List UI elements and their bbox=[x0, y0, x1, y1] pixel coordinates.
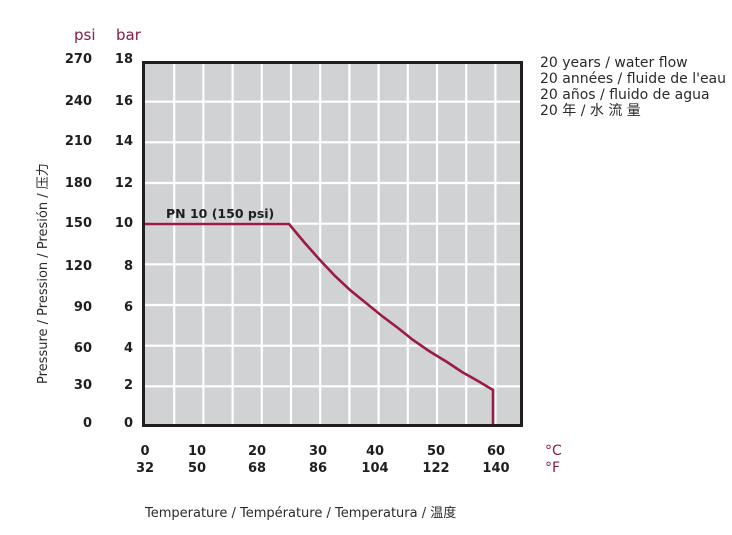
y-tick-psi: 90 bbox=[73, 300, 92, 315]
y-tick-psi: 180 bbox=[64, 176, 92, 191]
x-tick-fahrenheit: 104 bbox=[361, 461, 389, 476]
x-tick: 60 140 bbox=[476, 443, 516, 477]
celsius-unit-label: °C bbox=[545, 443, 562, 459]
y-tick-bar: 0 bbox=[123, 416, 133, 431]
x-tick: 10 50 bbox=[177, 443, 217, 477]
y-tick-psi: 150 bbox=[64, 216, 92, 231]
y-tick-bar: 4 bbox=[123, 341, 133, 356]
y-tick-psi: 30 bbox=[73, 378, 92, 393]
x-tick-fahrenheit: 68 bbox=[247, 461, 267, 476]
legend-line-zh: 20 年 / 水 流 量 bbox=[540, 103, 641, 119]
legend-line-en: 20 years / water flow bbox=[540, 55, 688, 71]
curve-label: PN 10 (150 psi) bbox=[166, 206, 275, 221]
x-tick: 40 104 bbox=[355, 443, 395, 477]
x-tick-celsius: 50 bbox=[426, 444, 446, 459]
legend-line-es: 20 años / fluido de agua bbox=[540, 87, 710, 103]
x-tick-fahrenheit: 32 bbox=[135, 461, 155, 476]
plot-area bbox=[142, 61, 523, 427]
y-tick-bar: 16 bbox=[114, 94, 133, 109]
y-tick-psi: 270 bbox=[64, 52, 92, 67]
x-tick-celsius: 20 bbox=[247, 444, 267, 459]
x-tick-fahrenheit: 122 bbox=[422, 461, 450, 476]
x-tick: 50 122 bbox=[416, 443, 456, 477]
legend-line-fr: 20 années / fluide de l'eau bbox=[540, 71, 727, 87]
x-axis-label: Temperature / Température / Temperatura … bbox=[145, 506, 457, 521]
x-tick: 20 68 bbox=[237, 443, 277, 477]
x-tick-fahrenheit: 50 bbox=[187, 461, 207, 476]
y-tick-bar: 12 bbox=[114, 176, 133, 191]
y-tick-psi: 60 bbox=[73, 341, 92, 356]
legend: 20 years / water flow 20 années / fluide… bbox=[540, 55, 726, 119]
y-tick-psi: 210 bbox=[64, 134, 92, 149]
y-tick-psi: 240 bbox=[64, 94, 92, 109]
x-unit-labels: °C °F bbox=[545, 443, 562, 477]
x-tick-celsius: 30 bbox=[308, 444, 328, 459]
psi-unit-label: psi bbox=[74, 26, 96, 44]
y-tick-bar: 18 bbox=[114, 52, 133, 67]
y-tick-bar: 14 bbox=[114, 134, 133, 149]
y-tick-bar: 6 bbox=[123, 300, 133, 315]
y-tick-bar: 2 bbox=[123, 378, 133, 393]
y-tick-bar: 8 bbox=[123, 259, 133, 274]
gridlines bbox=[142, 61, 523, 427]
x-tick: 30 86 bbox=[298, 443, 338, 477]
x-tick-fahrenheit: 86 bbox=[308, 461, 328, 476]
y-tick-psi: 120 bbox=[64, 259, 92, 274]
x-tick-celsius: 0 bbox=[140, 444, 150, 459]
x-tick-celsius: 60 bbox=[486, 444, 506, 459]
fahrenheit-unit-label: °F bbox=[545, 460, 561, 476]
y-tick-psi: 0 bbox=[82, 416, 92, 431]
plot-background bbox=[142, 61, 523, 427]
x-tick-fahrenheit: 140 bbox=[482, 461, 510, 476]
plot-frame bbox=[142, 61, 523, 427]
x-tick: 0 32 bbox=[125, 443, 165, 477]
x-tick-celsius: 40 bbox=[365, 444, 385, 459]
bar-unit-label: bar bbox=[116, 26, 141, 44]
pn10-curve bbox=[142, 222, 495, 427]
y-tick-bar: 10 bbox=[114, 216, 133, 231]
y-axis-label: Pressure / Pression / Presión / 压力 bbox=[36, 163, 51, 384]
x-tick-celsius: 10 bbox=[187, 444, 207, 459]
